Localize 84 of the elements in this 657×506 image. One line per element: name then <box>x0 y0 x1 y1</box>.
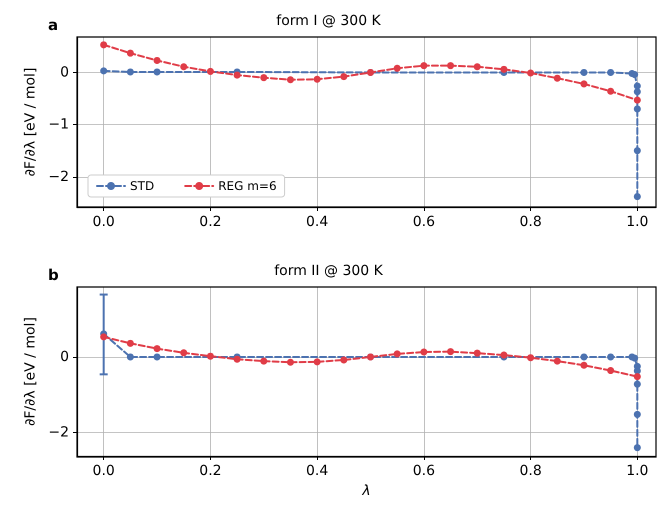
point <box>394 64 401 72</box>
x-tick-label: 1.0 <box>626 463 648 479</box>
point <box>634 82 641 90</box>
x-tick-label: 0.4 <box>306 214 328 230</box>
point <box>126 353 134 360</box>
point <box>634 410 641 418</box>
x-tick-label: 0.0 <box>92 463 115 479</box>
point <box>607 88 614 95</box>
point <box>554 358 561 365</box>
point <box>154 56 161 64</box>
point <box>580 362 588 369</box>
point <box>100 67 108 74</box>
point <box>420 348 428 356</box>
point <box>527 69 534 76</box>
x-tick-label: 0.4 <box>306 463 328 479</box>
y-tick-label: 0 <box>60 64 69 80</box>
point <box>154 353 161 360</box>
point <box>474 350 481 357</box>
point <box>394 350 401 358</box>
point <box>607 68 614 76</box>
point <box>126 50 134 57</box>
point <box>314 76 321 83</box>
point <box>126 340 134 347</box>
y-axis-title: ∂F/∂λ [eV / mol] <box>22 317 38 426</box>
y-tick-label: −2 <box>48 424 69 441</box>
legend-label: REG m=6 <box>218 179 277 193</box>
point <box>314 358 321 366</box>
point <box>206 352 214 360</box>
point <box>180 349 188 356</box>
point <box>286 358 294 366</box>
y-tick-label: 0 <box>60 348 69 365</box>
point <box>634 380 641 388</box>
point <box>607 367 614 374</box>
point <box>286 76 294 84</box>
point <box>580 68 588 76</box>
point <box>180 63 188 70</box>
point <box>634 105 641 112</box>
point <box>580 80 588 88</box>
point <box>154 68 161 76</box>
point <box>634 193 641 200</box>
point <box>340 356 348 364</box>
point <box>234 72 241 79</box>
point <box>607 353 614 360</box>
x-tick-label: 1.0 <box>626 214 648 230</box>
point <box>580 353 588 360</box>
chart-title: form I @ 300 K <box>276 13 382 29</box>
x-tick-label: 0.6 <box>412 463 436 479</box>
chart-title: form II @ 300 K <box>274 263 384 279</box>
point <box>100 41 108 48</box>
y-tick-label: −2 <box>48 168 69 185</box>
x-axis-title: λ <box>361 483 371 499</box>
point <box>100 333 108 340</box>
point <box>340 73 348 80</box>
x-tick-label: 0.8 <box>519 463 542 479</box>
point <box>634 88 641 96</box>
point <box>634 96 641 104</box>
point <box>447 62 454 70</box>
x-tick-label: 0.2 <box>199 463 222 479</box>
text: a <box>48 16 58 34</box>
x-tick-label: 0.8 <box>519 214 542 230</box>
point <box>554 74 561 82</box>
point <box>260 358 268 365</box>
point <box>420 62 428 70</box>
point <box>234 356 241 363</box>
x-tick-label: 0.2 <box>199 214 222 230</box>
point <box>126 68 134 76</box>
x-tick-label: 0.0 <box>92 214 115 230</box>
point <box>631 354 638 362</box>
point <box>474 63 481 70</box>
point <box>206 68 214 75</box>
point <box>154 345 161 352</box>
point <box>527 354 534 362</box>
point <box>447 348 454 356</box>
y-axis-title: ∂F/∂λ [eV / mol] <box>22 68 38 176</box>
point <box>634 373 641 380</box>
point <box>260 74 268 82</box>
y-tick-label: −1 <box>48 116 69 133</box>
text: b <box>48 266 59 284</box>
point <box>634 444 641 452</box>
x-tick-label: 0.6 <box>412 214 436 230</box>
point <box>631 71 638 78</box>
point <box>634 147 641 154</box>
point <box>500 66 508 73</box>
legend-label: STD <box>130 179 154 193</box>
